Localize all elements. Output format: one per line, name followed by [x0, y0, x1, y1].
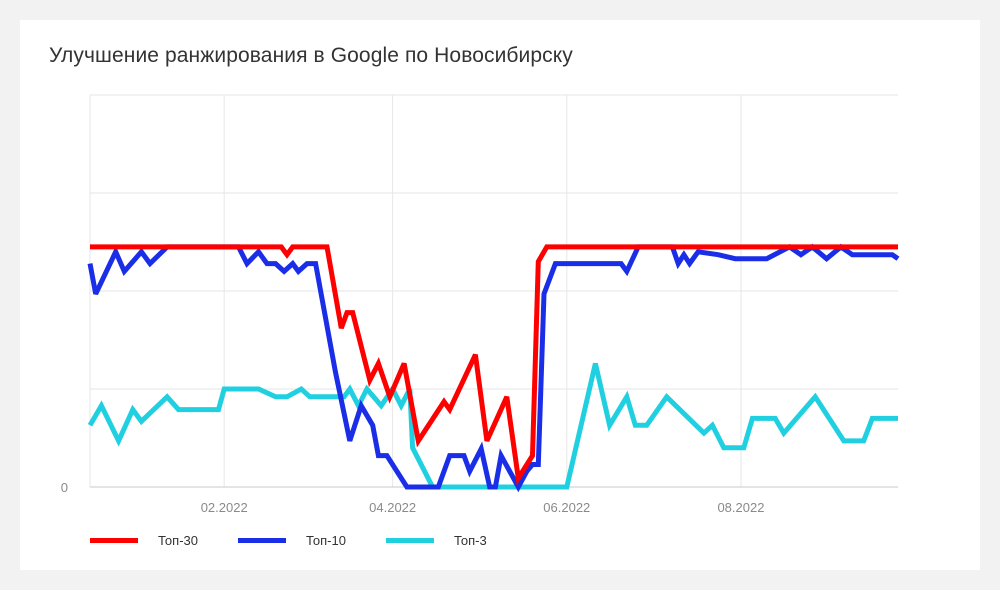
chart-title: Улучшение ранжирования в Google по Новос…	[49, 44, 573, 67]
x-tick-label: 08.2022	[717, 500, 764, 515]
legend-item-top3[interactable]: Топ-3	[385, 533, 487, 548]
x-tick-label: 04.2022	[369, 500, 416, 515]
legend: Топ-30 Топ-10 Топ-3	[90, 533, 527, 548]
x-tick-label: 02.2022	[201, 500, 248, 515]
line-chart: 02.2022 04.2022 06.2022 08.2022 0	[61, 94, 900, 515]
series-lines	[87, 243, 900, 493]
legend-label: Топ-30	[158, 533, 198, 548]
chart-card: Улучшение ранжирования в Google по Новос…	[20, 20, 980, 570]
legend-label: Топ-10	[305, 533, 346, 548]
legend-label: Топ-3	[453, 533, 487, 548]
legend-item-top30[interactable]: Топ-30	[90, 533, 198, 548]
legend-swatch	[90, 538, 138, 543]
series-line-top30	[90, 244, 898, 486]
grid	[89, 94, 898, 487]
legend-swatch	[385, 538, 434, 543]
y-tick-label: 0	[61, 480, 68, 495]
series-line-top10	[87, 243, 900, 493]
legend-item-top10[interactable]: Топ-10	[237, 533, 346, 548]
x-tick-label: 06.2022	[543, 500, 590, 515]
legend-swatch	[237, 538, 286, 543]
